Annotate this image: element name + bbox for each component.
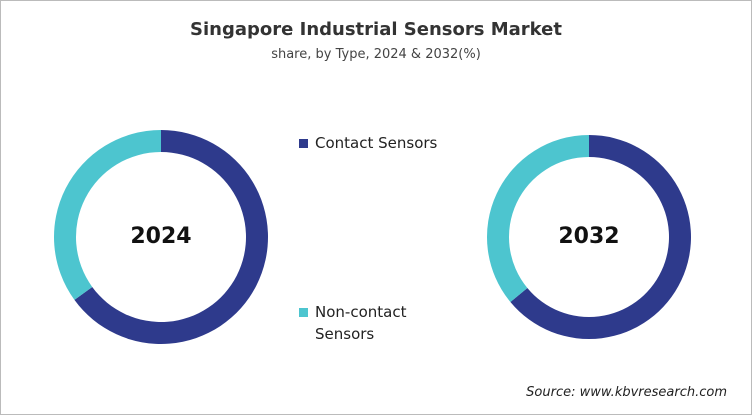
legend-item: Non-contact Sensors (299, 301, 425, 345)
donut-center-label: 2032 (558, 224, 619, 249)
legend-item: Contact Sensors (299, 132, 455, 154)
legend-swatch (299, 139, 308, 148)
chart-title: Singapore Industrial Sensors Market (190, 19, 562, 40)
donut-segment (54, 130, 161, 300)
donut-segment (487, 135, 589, 303)
legend-label: Contact Sensors (315, 134, 438, 152)
source-note: Source: www.kbvresearch.com (526, 385, 727, 400)
legend-label: Non-contact Sensors (315, 303, 407, 343)
donut-center-label: 2024 (130, 224, 191, 249)
chart-subtitle: share, by Type, 2024 & 2032(%) (271, 47, 481, 62)
legend-swatch (299, 308, 308, 317)
donut-segment (510, 135, 692, 339)
